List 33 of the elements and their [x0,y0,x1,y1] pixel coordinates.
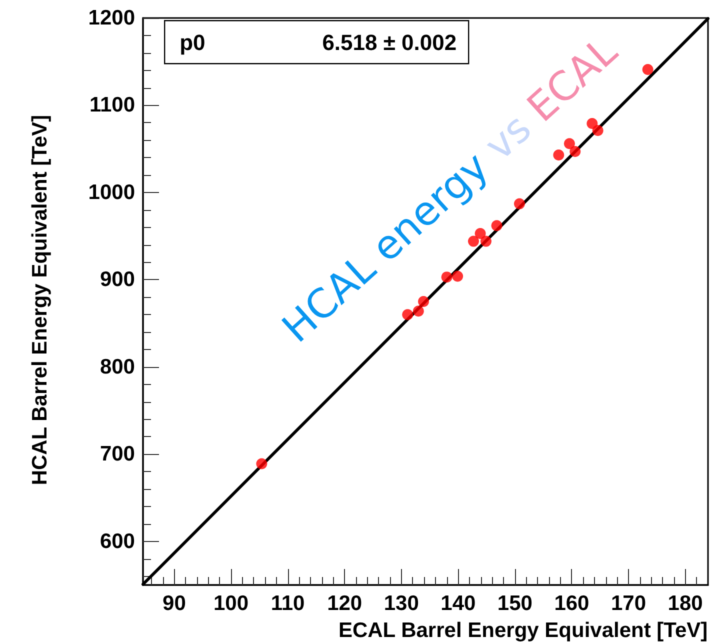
point [441,272,452,283]
y-tick-label: 700 [100,442,135,466]
point [553,149,564,160]
text: p0 6.518 ± 0.002 [180,30,457,56]
point [491,220,502,232]
point [514,198,525,210]
x-tick-label: 130 [384,592,419,615]
point [452,270,464,282]
point [412,306,424,317]
x-tick-label: 170 [610,592,646,615]
y-tick-label: 1100 [89,94,135,117]
point [570,146,581,157]
x-tick-label: 140 [440,592,476,615]
point [592,125,604,136]
point [564,138,575,150]
y-tick-label: 800 [100,355,135,378]
y-tick-label: 900 [100,268,135,292]
y-tick-label: 1200 [88,6,135,30]
x-tick-label: 150 [497,592,532,615]
x-tick-label: 90 [162,592,186,615]
point [256,458,268,470]
x-tick-label: 100 [213,592,249,615]
y-tick-label: 1000 [88,180,135,204]
point [402,309,414,320]
x-axis-title: ECAL Barrel Energy Equivalent [TeV] [338,619,708,642]
y-axis-title: HCAL Barrel Energy Equivalent [TeV] [28,114,52,486]
y-tick-label: 600 [100,530,135,553]
x-tick-label: 180 [668,592,703,615]
point [418,296,430,307]
x-tick-label: 160 [554,592,590,615]
x-tick-label: 110 [270,592,305,615]
point [642,64,654,75]
x-tick-label: 120 [327,592,362,615]
